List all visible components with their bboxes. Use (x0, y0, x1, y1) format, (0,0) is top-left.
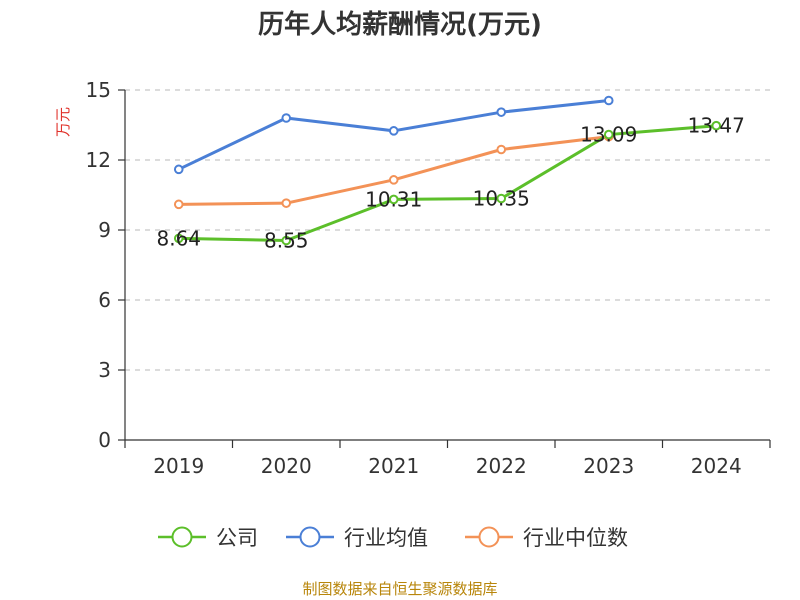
legend-item-2: 行业中位数 (465, 526, 628, 550)
chart-title: 历年人均薪酬情况(万元) (258, 9, 542, 40)
x-tick-label: 2019 (153, 454, 204, 478)
legend-swatch-marker (299, 526, 321, 548)
data-point-2 (173, 199, 184, 210)
x-tick-label: 2024 (691, 454, 742, 478)
data-label: 8.64 (156, 226, 201, 250)
y-tick-label: 9 (98, 218, 111, 242)
y-tick-label: 0 (98, 428, 111, 452)
data-label: 10.35 (473, 187, 530, 211)
data-point-0 (388, 194, 399, 205)
data-points (173, 95, 722, 246)
y-axis-label: 万元 (54, 107, 72, 137)
data-point-0 (173, 233, 184, 244)
legend: 公司 行业均值 行业中位数 (158, 526, 628, 550)
data-label: 10.31 (365, 187, 422, 211)
source-note: 制图数据来自恒生聚源数据库 (302, 580, 497, 598)
axes: 0 3 6 9 12 15 2019 2020 2021 2022 2023 2024 (86, 78, 771, 478)
data-labels: 8.64 8.55 10.31 10.35 13.09 13.47 (156, 114, 744, 253)
data-point-1 (388, 126, 399, 136)
data-label: 13.47 (688, 114, 745, 138)
data-point-2 (496, 144, 507, 155)
data-label: 13.09 (580, 123, 637, 147)
data-point-0 (711, 120, 722, 131)
data-point-0 (496, 193, 507, 204)
legend-label: 行业均值 (344, 526, 428, 550)
data-point-0 (603, 129, 614, 140)
data-label: 8.55 (264, 229, 309, 253)
legend-item-1: 行业均值 (286, 526, 428, 550)
legend-item-0: 公司 (158, 526, 258, 550)
grid (125, 89, 770, 371)
data-point-1 (603, 95, 614, 106)
series-line-0 (177, 124, 718, 242)
data-point-1 (173, 164, 184, 175)
y-tick-label: 3 (98, 358, 111, 382)
data-point-1 (496, 107, 507, 117)
x-tick-label: 2022 (476, 454, 527, 478)
y-tick-label: 15 (86, 78, 111, 102)
legend-label: 行业中位数 (523, 526, 628, 550)
y-tick-label: 6 (98, 288, 111, 312)
legend-swatch-marker (171, 526, 193, 548)
data-point-1 (281, 113, 292, 123)
legend-swatch-marker (478, 526, 500, 548)
series-lines (177, 99, 718, 242)
x-tick-label: 2020 (261, 454, 312, 478)
data-point-2 (281, 198, 292, 208)
data-point-0 (281, 235, 292, 246)
x-tick-label: 2021 (368, 454, 419, 478)
y-tick-label: 12 (86, 148, 111, 172)
legend-label: 公司 (216, 526, 258, 550)
x-tick-label: 2023 (583, 454, 634, 478)
data-point-2 (388, 175, 399, 185)
